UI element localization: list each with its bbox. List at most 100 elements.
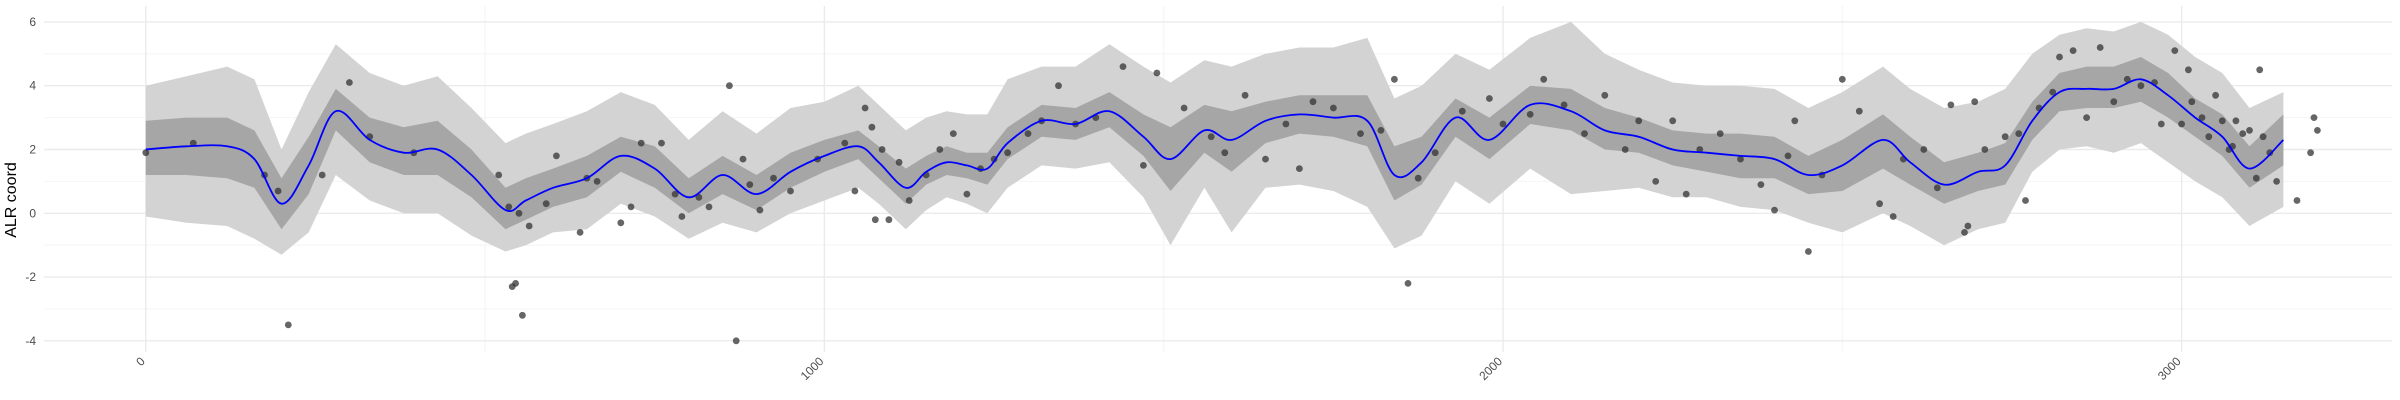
x-tick-label: 3000 [2155,354,2184,383]
data-point [1947,101,1955,109]
data-point [2205,133,2213,141]
data-point [1153,69,1161,77]
data-point [346,79,353,86]
data-point [1635,117,1643,125]
data-point [1805,248,1812,255]
data-point [2307,149,2315,157]
data-point [1855,107,1863,115]
data-point [851,187,859,195]
data-point [936,146,944,153]
data-point [726,82,733,90]
data-point [2137,82,2145,90]
data-point [678,213,686,220]
data-point [189,139,197,147]
data-point [1601,91,1609,99]
data-point [1652,178,1660,185]
data-point [1696,146,1704,153]
data-point [1140,162,1147,169]
data-point [2096,44,2104,51]
data-point [1004,149,1011,157]
data-point [2110,98,2118,106]
data-point [1889,213,1897,220]
data-point [1526,111,1534,118]
data-point [895,158,903,166]
data-point [1581,130,1588,138]
data-point [284,321,292,329]
data-point [505,203,513,211]
inner-credible-band [145,57,2284,230]
x-axis-ticks: 0 1000 2000 3000 [133,354,2184,383]
data-point [1560,101,1568,109]
data-point [1669,117,1677,125]
data-point [2314,126,2321,134]
data-point [885,216,893,224]
y-axis-title: ALR coord [3,162,20,238]
data-point [963,190,971,198]
data-point [2022,197,2029,204]
data-point [318,171,326,179]
data-point [142,149,150,157]
data-point [1207,133,1215,141]
data-point [2171,47,2179,54]
data-point [1791,117,1799,125]
data-point [1458,107,1466,115]
x-tick-label: 0 [133,354,148,369]
data-point [1119,63,1127,70]
data-point [1296,165,1303,173]
data-point [1309,98,1317,106]
data-point [756,206,764,214]
data-point [1961,229,1968,236]
data-point [1964,222,1972,230]
data-point [861,104,869,112]
y-tick-label: -4 [25,334,36,348]
data-point [1414,174,1422,182]
data-point [871,216,879,224]
data-point [1971,98,1979,106]
data-point [1262,155,1269,163]
data-point [770,174,777,182]
data-point [2185,66,2192,74]
data-point [627,203,635,211]
data-point [2123,75,2131,83]
data-point [1404,280,1412,287]
data-point [1431,149,1439,157]
data-point [2246,126,2253,134]
data-point [787,187,794,195]
x-tick-label: 2000 [1476,354,1505,383]
data-point [695,193,703,201]
data-point [637,139,645,147]
data-point [1282,120,1290,128]
data-point [1920,146,1928,153]
y-tick-label: 4 [29,79,36,93]
data-point [1784,152,1792,160]
data-point [2293,197,2301,204]
data-point [2212,91,2220,99]
data-point [2256,66,2264,74]
data-point [2157,120,2165,128]
data-point [841,139,849,147]
data-point [1737,155,1744,163]
data-point [553,152,560,160]
data-point [905,197,913,204]
y-tick-label: -2 [25,270,36,284]
data-point [525,222,533,230]
observation-points [142,44,2321,345]
data-point [2259,133,2267,141]
data-point [1540,75,1548,83]
data-point [2178,120,2186,128]
data-point [878,146,886,153]
data-point [732,337,740,345]
data-point [274,187,282,195]
y-tick-label: 0 [29,206,36,220]
data-point [1486,95,1493,102]
data-point [2239,130,2247,138]
data-point [1876,200,1883,208]
data-point [2001,133,2009,141]
data-point [1357,130,1364,138]
data-point [1241,91,1249,99]
data-point [1391,75,1398,83]
data-point [1621,146,1629,153]
data-point [1716,130,1724,138]
data-point [2273,178,2281,185]
